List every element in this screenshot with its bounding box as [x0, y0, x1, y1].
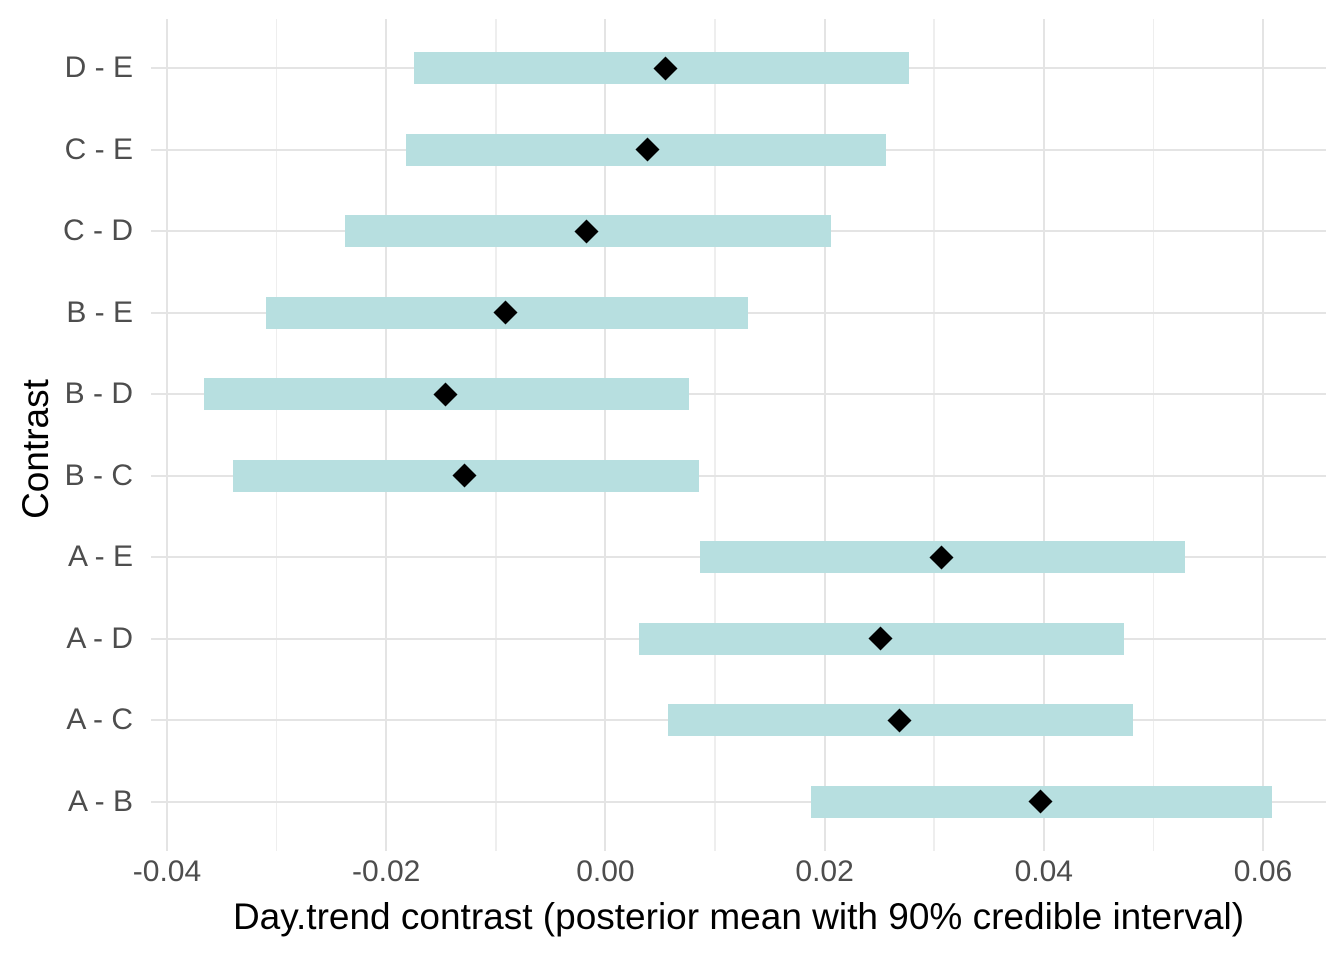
major-gridline [604, 19, 607, 851]
y-tick-label: B - E [66, 295, 133, 329]
x-tick-label: 0.02 [795, 855, 854, 888]
major-gridline [166, 19, 168, 851]
y-tick-label: A - B [67, 784, 133, 818]
y-tick-label: A - D [66, 621, 133, 655]
y-tick-label: C - D [63, 214, 133, 247]
y-tick-label: D - E [64, 51, 133, 84]
x-tick-label: 0.06 [1233, 855, 1293, 888]
minor-gridline [275, 19, 278, 851]
y-tick-label: C - E [64, 132, 133, 166]
major-gridline [823, 19, 826, 851]
y-tick-label: A - E [67, 540, 133, 573]
y-tick-label: B - C [64, 458, 133, 492]
major-gridline [385, 19, 388, 851]
y-tick-label: A - C [66, 703, 133, 736]
row-gridline [151, 474, 1326, 477]
plot-panel [151, 19, 1326, 851]
y-tick-label: B - D [64, 377, 133, 410]
row-gridline [151, 800, 1326, 803]
minor-gridline [495, 19, 497, 851]
x-tick-label: 0.00 [576, 855, 635, 888]
minor-gridline [1152, 19, 1155, 851]
row-gridline [151, 393, 1326, 395]
minor-gridline [714, 19, 716, 851]
x-tick-label: 0.04 [1014, 855, 1073, 888]
major-gridline [1262, 19, 1264, 851]
major-gridline [1042, 19, 1045, 851]
x-axis-title: Day.trend contrast (posterior mean with … [232, 896, 1245, 937]
x-tick-label: -0.04 [132, 855, 202, 888]
x-tick-label: -0.02 [351, 855, 421, 888]
minor-gridline [933, 19, 935, 851]
